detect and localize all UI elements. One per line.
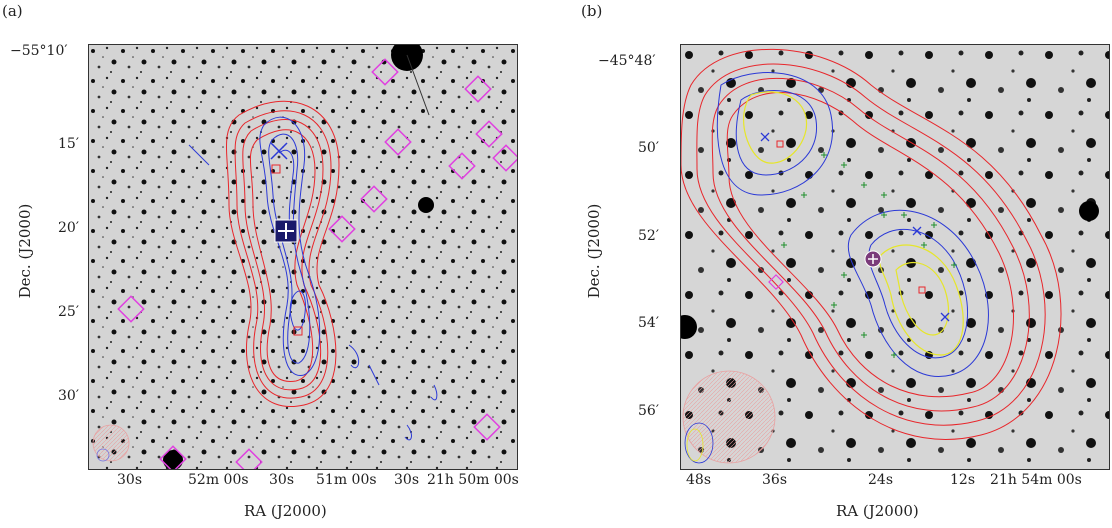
panel-a-xtick-6: 21h 50m 00s: [427, 472, 519, 488]
panel-a-image: [88, 44, 518, 470]
panel-a-xlabel: RA (J2000): [244, 502, 327, 520]
panel-b-ylabel: Dec. (J2000): [585, 203, 603, 299]
panel-b-xtick-2: 36s: [762, 472, 787, 488]
bright-star: [391, 45, 423, 71]
panel-a-plot: [89, 45, 517, 469]
panel-a-label: (a): [2, 2, 23, 20]
blue-contours-b: [716, 72, 989, 377]
panel-a-xtick-1: 30s: [117, 472, 142, 488]
beam-ellipse-b: [682, 370, 776, 464]
panel-b-ytick-3: 52′: [638, 228, 659, 244]
red-contours: [226, 100, 340, 407]
panel-b-ytick-5: 56′: [638, 403, 659, 419]
panel-b-xlabel: RA (J2000): [836, 502, 919, 520]
panel-b-ytick-4: 54′: [638, 315, 659, 331]
panel-a-xtick-2: 52m 00s: [188, 472, 249, 488]
panel-a-ytick-1: −55°10′: [10, 43, 68, 59]
panel-a-xtick-5: 30s: [394, 472, 419, 488]
panel-b-xtick-4: 12s: [950, 472, 975, 488]
panel-b-ytick-1: −45°48′: [598, 53, 656, 69]
panel-b-label: (b): [581, 2, 603, 20]
panel-b-xtick-3: 24s: [868, 472, 893, 488]
panel-a-xtick-4: 51m 00s: [316, 472, 377, 488]
yellow-contours-b: [742, 91, 964, 356]
panel-b-plot: [681, 45, 1109, 469]
magenta-markers: [117, 58, 517, 469]
panel-a-ylabel: Dec. (J2000): [16, 203, 34, 299]
panel-a-ytick-3: 20′: [58, 220, 79, 236]
panel-a-ytick-5: 30′: [58, 388, 79, 404]
panel-b-image: [680, 44, 1110, 470]
blue-contours: [188, 116, 438, 441]
panel-a-ytick-2: 15′: [58, 136, 79, 152]
panel-a-ytick-4: 25′: [58, 304, 79, 320]
panel-a-xtick-3: 30s: [269, 472, 294, 488]
panel-b-ytick-2: 50′: [638, 140, 659, 156]
beam-ellipse: [92, 424, 130, 462]
panel-b-xtick-1: 48s: [686, 472, 711, 488]
red-contours-b: [681, 48, 1062, 440]
green-markers: [781, 152, 957, 358]
panel-b-xtick-5: 21h 54m 00s: [990, 472, 1082, 488]
